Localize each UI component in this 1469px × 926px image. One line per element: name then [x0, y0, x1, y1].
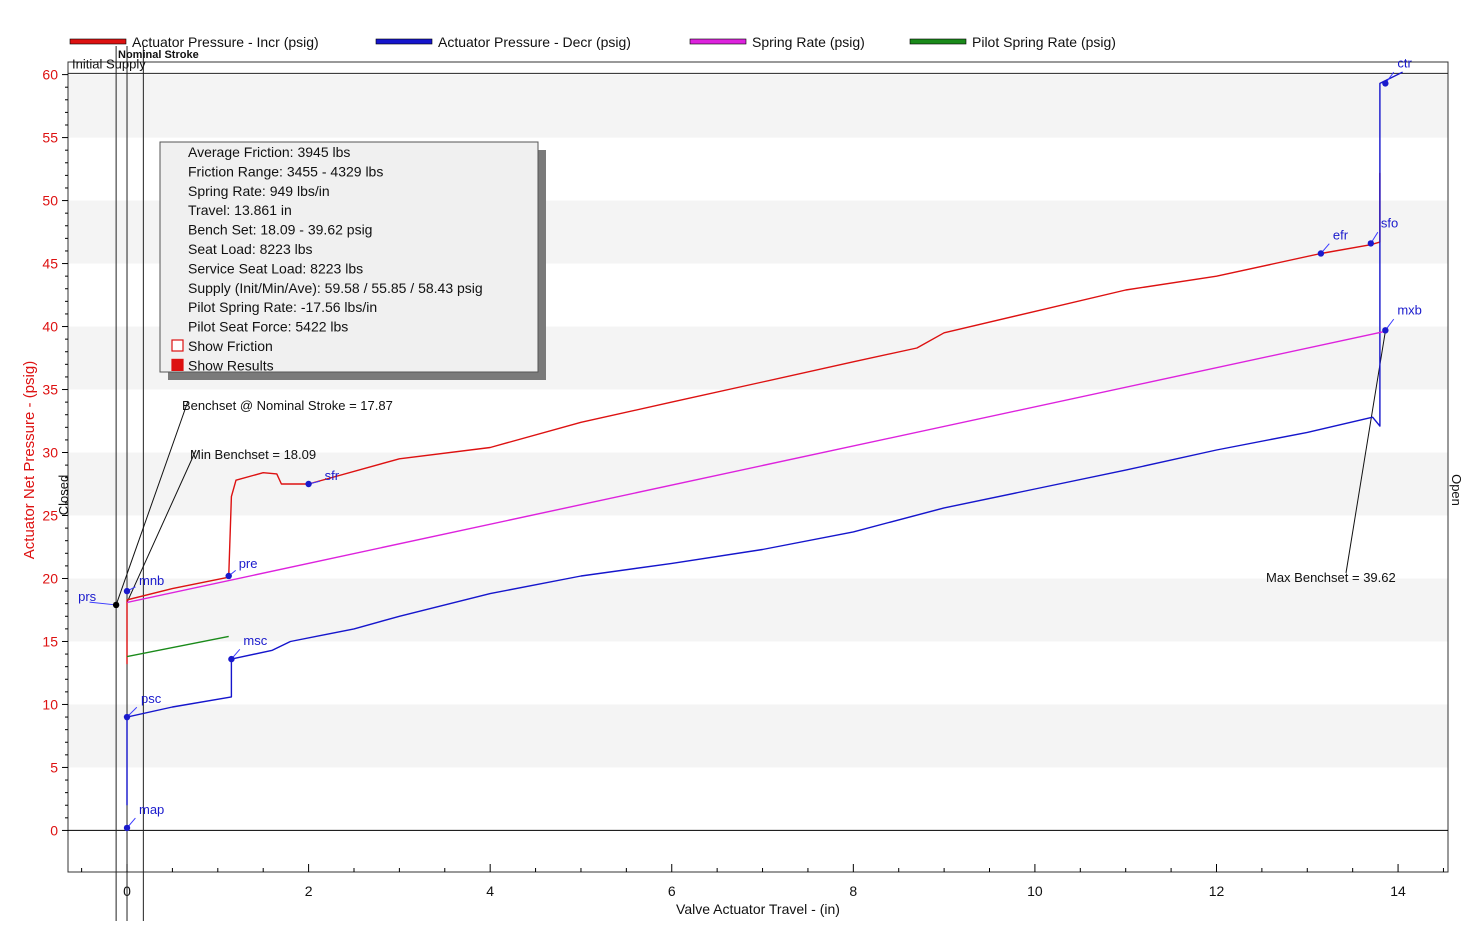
marker-label: mxb [1397, 302, 1422, 317]
y-tick-label: 35 [42, 382, 58, 398]
grid-band [68, 704, 1448, 768]
x-tick-label: 12 [1209, 883, 1225, 899]
results-line: Service Seat Load: 8223 lbs [188, 260, 363, 276]
marker-point [228, 655, 235, 663]
series-line-3 [126, 635, 229, 658]
closed-label: Closed [56, 475, 71, 515]
nominal-stroke-label: Nominal Stroke [118, 49, 199, 61]
show-results-checkbox[interactable] [171, 358, 184, 371]
legend-swatch [909, 38, 967, 45]
series-line-1 [126, 71, 1403, 806]
y-tick-label: 30 [42, 445, 58, 461]
y-tick-label: 5 [50, 759, 58, 775]
plot-frame [67, 61, 1449, 873]
x-tick-label: 4 [486, 883, 494, 899]
marker-point [305, 480, 312, 488]
y-tick-label: 25 [42, 507, 58, 523]
y-tick-label: 0 [50, 822, 58, 838]
results-line: Travel: 13.861 in [188, 202, 292, 218]
annotation-leader [126, 449, 197, 603]
marker-label: efr [1333, 227, 1349, 242]
results-box [159, 141, 539, 373]
results-line: Seat Load: 8223 lbs [188, 241, 313, 257]
initial-supply-label: Initial Supply [72, 56, 146, 71]
marker-point [123, 713, 131, 721]
annotation-leader [115, 400, 189, 606]
x-tick-label: 10 [1027, 883, 1043, 899]
annotation-label: Min Benchset = 18.09 [190, 447, 316, 462]
annotation-label: Benchset @ Nominal Stroke = 17.87 [182, 398, 393, 413]
show-friction-label: Show Friction [188, 338, 273, 354]
series-line-2 [126, 330, 1386, 604]
marker-point [123, 587, 131, 595]
y-tick-label: 50 [42, 193, 58, 209]
results-line: Friction Range: 3455 - 4329 lbs [188, 163, 383, 179]
open-label: Open [1449, 474, 1464, 506]
legend-label: Actuator Pressure - Incr (psig) [132, 34, 319, 50]
y-tick-label: 55 [42, 130, 58, 146]
y-tick-label: 10 [42, 696, 58, 712]
results-line: Supply (Init/Min/Ave): 59.58 / 55.85 / 5… [188, 280, 483, 296]
x-tick-label: 0 [123, 883, 131, 899]
marker-label: msc [243, 633, 267, 648]
legend-label: Actuator Pressure - Decr (psig) [438, 34, 631, 50]
x-tick-label: 8 [849, 883, 857, 899]
legend-swatch [689, 38, 747, 45]
marker-point [1382, 327, 1389, 334]
results-line: Pilot Seat Force: 5422 lbs [188, 319, 348, 335]
marker-point [1382, 80, 1389, 87]
show-results-label: Show Results [188, 357, 274, 373]
marker-label: mnb [139, 573, 164, 588]
y-tick-label: 20 [42, 570, 58, 586]
annotation-label: Max Benchset = 39.62 [1266, 570, 1396, 585]
marker-point [1317, 250, 1325, 257]
x-tick-label: 14 [1390, 883, 1406, 899]
annotation-leader [1345, 331, 1386, 574]
legend-label: Spring Rate (psig) [752, 34, 865, 50]
legend-swatch [69, 38, 127, 45]
results-line: Pilot Spring Rate: -17.56 lbs/in [188, 299, 377, 315]
y-tick-label: 40 [42, 319, 58, 335]
results-line: Bench Set: 18.09 - 39.62 psig [188, 222, 372, 238]
y-tick-label: 45 [42, 256, 58, 272]
marker-point [112, 601, 120, 609]
legend-label: Pilot Spring Rate (psig) [972, 34, 1116, 50]
marker-label: sfo [1381, 215, 1398, 230]
y-axis-label: Actuator Net Pressure - (psig) [21, 361, 38, 559]
marker-label: map [139, 802, 164, 817]
marker-label: psc [141, 691, 162, 706]
marker-label: prs [78, 589, 97, 604]
marker-leader [89, 601, 117, 606]
x-axis-label: Valve Actuator Travel - (in) [676, 901, 840, 917]
results-line: Average Friction: 3945 lbs [188, 144, 350, 160]
marker-point [1367, 240, 1375, 247]
marker-point [123, 824, 131, 832]
grid-band [68, 578, 1448, 642]
results-line: Spring Rate: 949 lbs/in [188, 183, 330, 199]
x-tick-label: 2 [305, 883, 313, 899]
grid-band [68, 74, 1448, 138]
marker-point [225, 572, 232, 580]
show-friction-checkbox[interactable] [171, 339, 184, 352]
legend-swatch [375, 38, 433, 45]
y-tick-label: 15 [42, 633, 58, 649]
series-line-0 [126, 172, 1381, 665]
x-tick-label: 6 [668, 883, 676, 899]
marker-label: sfr [325, 468, 340, 483]
marker-label: ctr [1397, 55, 1412, 70]
marker-label: pre [239, 556, 258, 571]
y-tick-label: 60 [42, 67, 58, 83]
